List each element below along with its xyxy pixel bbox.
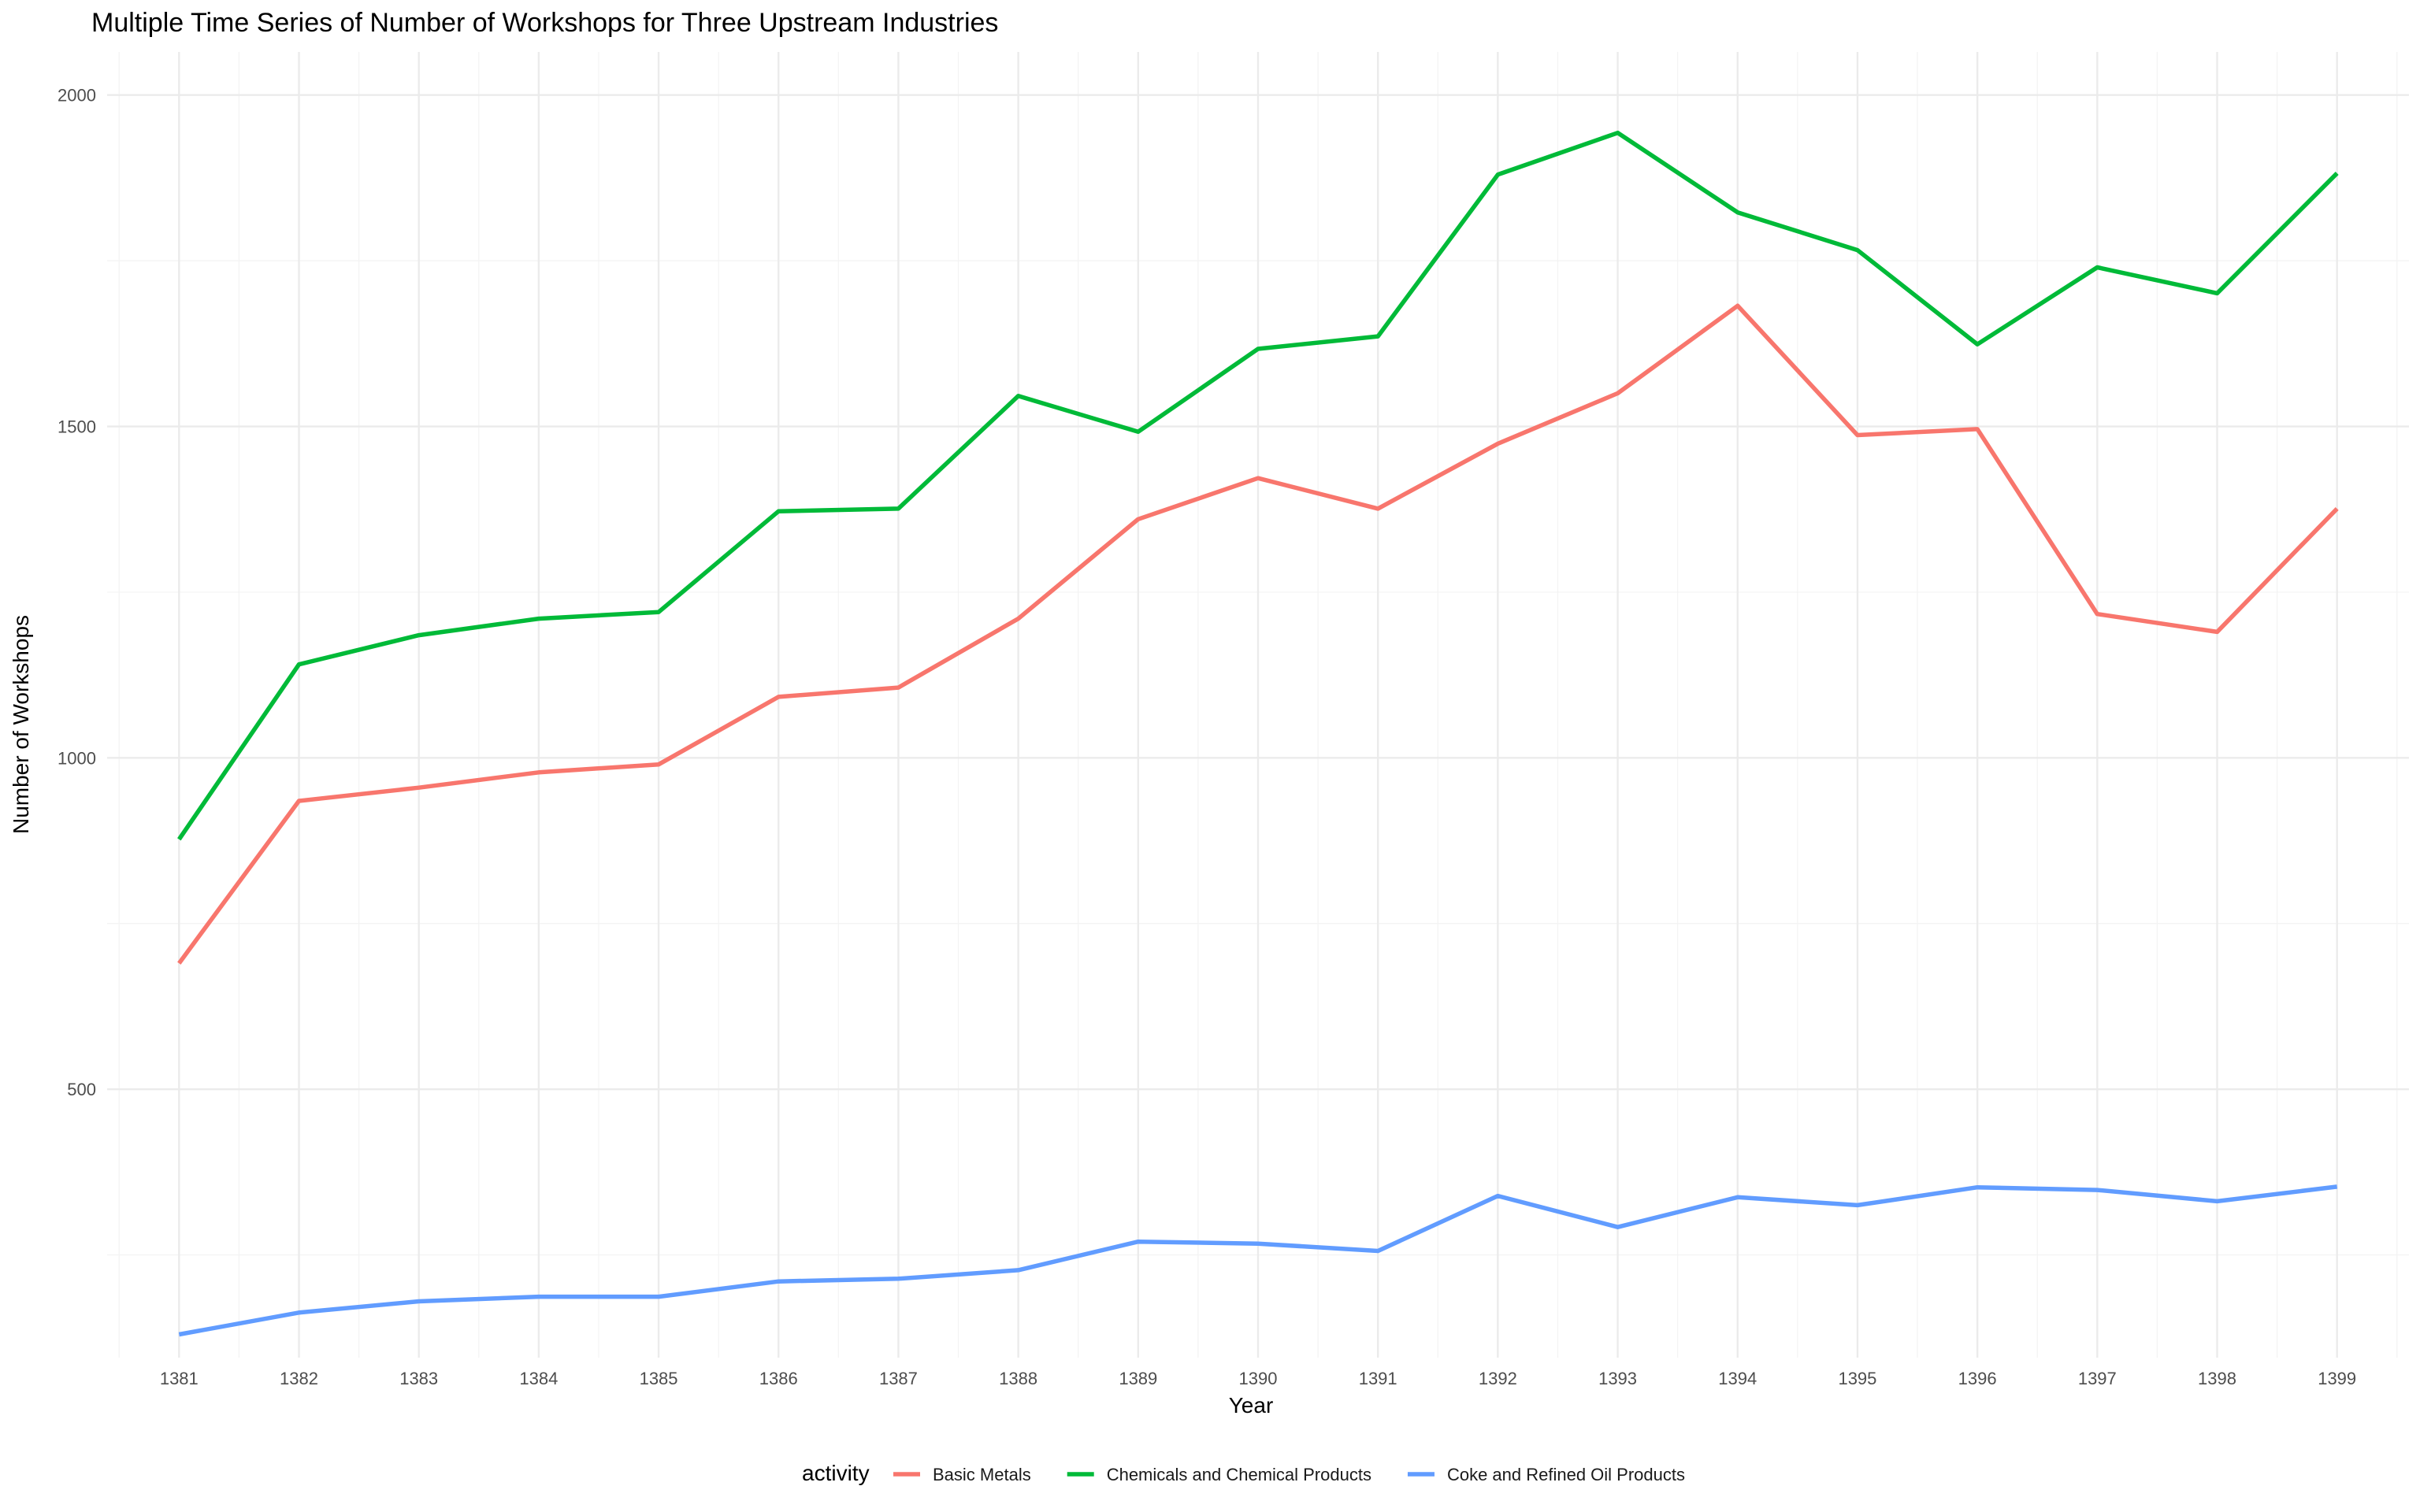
series-line-chemicals-and-chemical-products	[177, 130, 2339, 841]
x-tick-label: 1399	[2318, 1369, 2356, 1388]
legend-items: Basic Metals Chemicals and Chemical Produ…	[893, 1465, 1685, 1484]
y-tick-label: 1000	[58, 748, 96, 768]
x-tick-label: 1384	[519, 1369, 558, 1388]
x-tick-label: 1385	[640, 1369, 678, 1388]
legend: activity Basic Metals Chemicals and Chemi…	[802, 1461, 1685, 1485]
x-tick-label: 1394	[1718, 1369, 1757, 1388]
x-tick-label: 1386	[759, 1369, 798, 1388]
series-line-basic-metals	[177, 303, 2339, 965]
legend-title: activity	[802, 1461, 870, 1485]
x-tick-label: 1397	[2078, 1369, 2117, 1388]
x-tick-label: 1387	[879, 1369, 918, 1388]
x-tick-label: 1396	[1958, 1369, 1997, 1388]
x-tick-label: 1383	[399, 1369, 438, 1388]
grid	[107, 52, 2409, 1358]
x-tick-label: 1395	[1838, 1369, 1876, 1388]
legend-label-coke-and-refined-oil-products: Coke and Refined Oil Products	[1447, 1465, 1685, 1484]
y-tick-label: 500	[67, 1080, 96, 1099]
y-tick-label: 2000	[58, 86, 96, 106]
x-tick-label: 1398	[2198, 1369, 2236, 1388]
x-tick-label: 1382	[280, 1369, 318, 1388]
legend-label-basic-metals: Basic Metals	[933, 1465, 1031, 1484]
series-line-coke-and-refined-oil-products	[178, 1184, 2338, 1337]
x-tick-label: 1389	[1119, 1369, 1157, 1388]
y-tick-label: 1500	[58, 417, 96, 437]
y-axis-title: Number of Workshops	[9, 615, 33, 834]
x-axis-title: Year	[1229, 1393, 1274, 1418]
chart-title: Multiple Time Series of Number of Worksh…	[91, 8, 998, 38]
y-tick-labels: 500 1000 1500 2000	[58, 86, 96, 1099]
x-tick-label: 1391	[1359, 1369, 1397, 1388]
x-tick-label: 1392	[1479, 1369, 1517, 1388]
series-lines	[177, 130, 2339, 1337]
x-tick-labels: 1381 1382 1383 1384 1385 1386 1387 1388 1389 1390…	[160, 1369, 2356, 1388]
legend-label-chemicals-and-chemical-products: Chemicals and Chemical Products	[1107, 1465, 1371, 1484]
x-tick-label: 1393	[1598, 1369, 1637, 1388]
x-tick-label: 1390	[1239, 1369, 1278, 1388]
x-tick-label: 1388	[999, 1369, 1037, 1388]
x-tick-label: 1381	[160, 1369, 199, 1388]
